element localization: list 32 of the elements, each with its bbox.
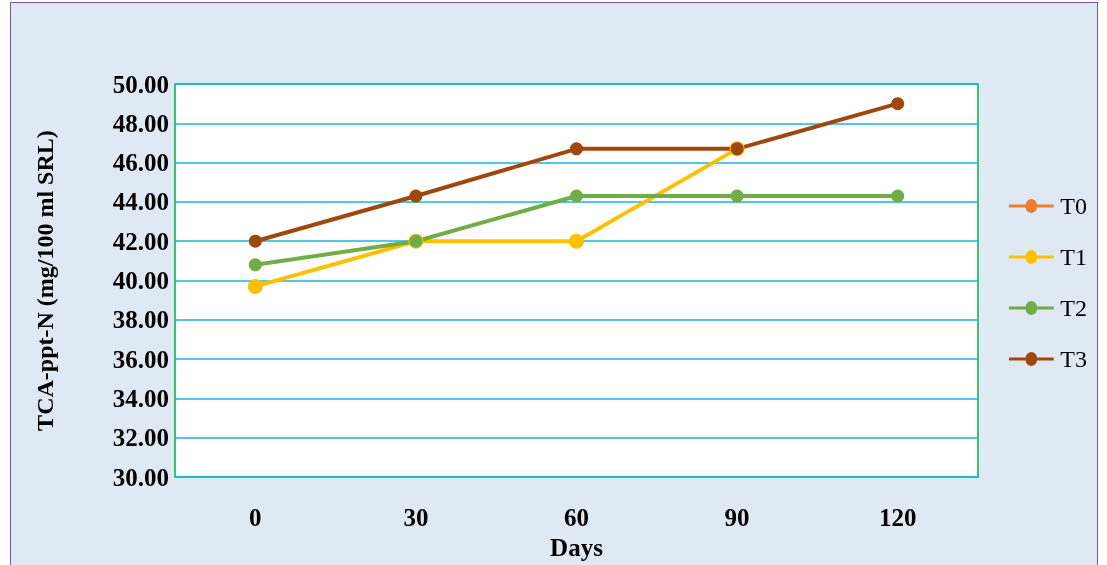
y-axis-title: TCA-ppt-N (mg/100 ml SRL): [32, 130, 58, 431]
x-tick-label: 120: [878, 504, 917, 532]
y-tick-label: 50.00: [112, 70, 169, 98]
y-tick-label: 42.00: [112, 227, 169, 255]
x-tick-label: 60: [564, 504, 589, 532]
point: [248, 234, 262, 248]
y-tick-label: 30.00: [112, 463, 169, 491]
y-tick-label: 34.00: [112, 384, 169, 412]
point: [569, 233, 584, 249]
x-tick-label: 90: [724, 504, 750, 532]
legend-label: T0: [1060, 193, 1088, 219]
x-axis-title: Days: [550, 534, 604, 561]
point: [570, 142, 583, 156]
y-tick-label: 32.00: [112, 424, 169, 452]
point: [891, 97, 905, 111]
point: [248, 258, 262, 272]
y-tick-label: 38.00: [112, 306, 169, 334]
point: [730, 189, 744, 203]
point: [891, 189, 905, 203]
y-tick-label: 46.00: [112, 149, 169, 177]
legend-label: T3: [1060, 346, 1088, 372]
point: [570, 189, 583, 203]
y-tick-label: 36.00: [112, 345, 169, 373]
legend-label: T1: [1060, 244, 1088, 270]
y-tick-label: 40.00: [112, 267, 169, 295]
x-tick-label: 0: [249, 504, 262, 532]
point: [409, 189, 423, 203]
y-tick-label: 48.00: [112, 109, 169, 137]
x-tick-label: 30: [403, 504, 429, 532]
y-tick-label: 44.00: [112, 188, 169, 216]
legend-label: T2: [1060, 295, 1088, 321]
point: [247, 278, 263, 294]
